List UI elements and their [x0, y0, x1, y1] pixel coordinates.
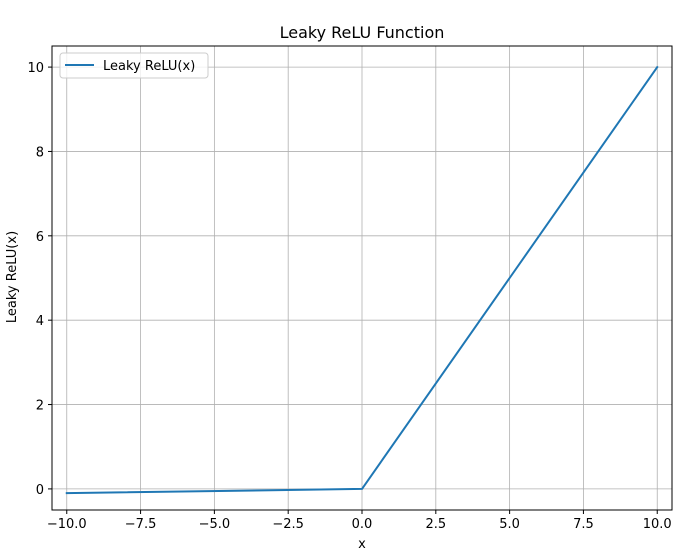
x-tick-label: 5.0	[499, 517, 520, 532]
x-tick-label: 7.5	[573, 517, 594, 532]
x-axis-label: x	[358, 537, 366, 552]
series-layer	[65, 65, 659, 495]
y-tick-label: 0	[36, 483, 44, 498]
y-tick-label: 6	[36, 230, 44, 245]
x-tick-label: −7.5	[125, 517, 157, 532]
legend: Leaky ReLU(x)	[59, 52, 209, 79]
x-tick-label: 10.0	[643, 517, 672, 532]
series-line-leaky-relu	[65, 65, 659, 495]
x-tick-label: 0.0	[352, 517, 373, 532]
x-tick-label: −2.5	[272, 517, 304, 532]
y-axis-label: Leaky ReLU(x)	[5, 231, 20, 323]
x-tick-label: −5.0	[199, 517, 231, 532]
grid	[52, 46, 672, 510]
legend-label-leaky-relu: Leaky ReLU(x)	[103, 59, 195, 74]
x-tick-label: −10.0	[47, 517, 87, 532]
x-axis-ticks: −10.0 −7.5 −5.0 −2.5 0.0 2.5 5.0 7.5 10.0	[47, 510, 672, 532]
y-tick-label: 4	[36, 314, 44, 329]
y-tick-label: 8	[36, 145, 44, 160]
y-tick-label: 10	[27, 61, 44, 76]
y-axis-ticks: 0 2 4 6 8 10	[27, 61, 52, 498]
legend-box	[59, 52, 209, 79]
chart-title: Leaky ReLU Function	[280, 23, 445, 42]
y-tick-label: 2	[36, 399, 44, 414]
x-tick-label: 2.5	[425, 517, 446, 532]
